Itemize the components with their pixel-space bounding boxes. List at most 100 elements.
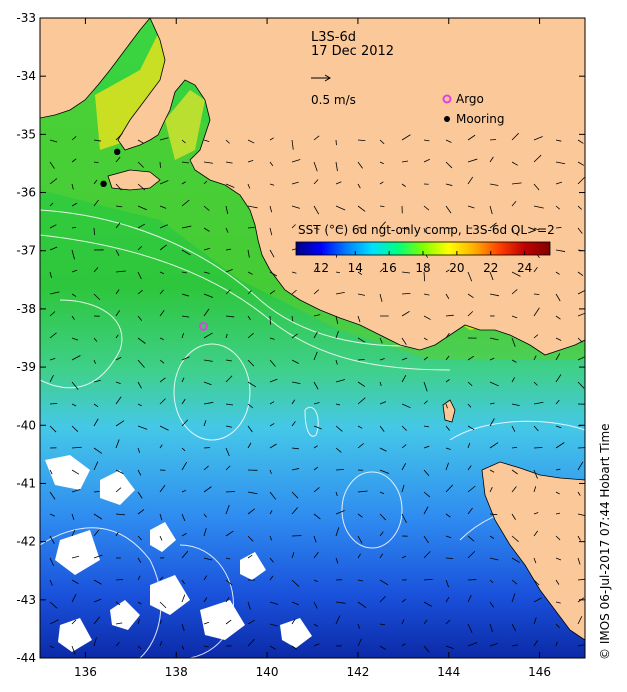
current-vector <box>313 314 321 317</box>
current-vector <box>357 397 366 405</box>
current-vector <box>181 623 185 631</box>
current-vector <box>291 552 295 559</box>
argo-float-marker[interactable] <box>199 321 208 331</box>
current-vector <box>423 445 430 449</box>
current-vector <box>291 315 294 322</box>
colorbar-title: SST (°C) 6d ngt-only comp, L3S-6d QL>=2 <box>298 223 555 237</box>
current-vector <box>93 359 96 364</box>
current-vector <box>203 271 210 274</box>
current-vector <box>291 139 294 150</box>
current-vector <box>357 601 367 609</box>
current-vector <box>115 334 119 339</box>
current-vector <box>423 227 426 233</box>
current-vector <box>445 596 450 603</box>
current-vector <box>467 158 478 163</box>
current-vector <box>247 332 254 339</box>
current-vector <box>93 179 98 185</box>
current-vector <box>115 356 122 361</box>
current-vector <box>423 356 429 361</box>
current-vector <box>291 601 300 606</box>
current-vector <box>137 535 142 541</box>
current-vector <box>379 579 389 586</box>
current-vector <box>269 535 273 541</box>
current-vector <box>203 139 210 142</box>
current-vector <box>269 161 274 167</box>
y-tick-label: -42 <box>16 535 36 549</box>
current-vector <box>225 359 232 362</box>
current-vector <box>181 225 192 229</box>
current-vector <box>159 224 168 229</box>
current-vector <box>379 181 384 185</box>
current-vector <box>269 378 278 383</box>
map-frame <box>39 17 586 659</box>
current-vector <box>379 553 384 559</box>
current-vector <box>511 579 518 585</box>
current-vector <box>225 227 229 233</box>
current-vector <box>533 425 539 432</box>
current-vector <box>71 226 77 229</box>
current-vector <box>401 463 407 471</box>
current-vector <box>357 443 364 449</box>
current-vector <box>401 484 405 493</box>
current-vector <box>445 183 453 186</box>
current-vector <box>225 530 234 537</box>
current-vector <box>247 508 255 515</box>
current-vector <box>357 271 362 275</box>
current-vector <box>379 425 385 432</box>
current-vector <box>159 535 163 541</box>
current-vector <box>467 442 471 449</box>
current-vector <box>225 619 232 625</box>
current-vector <box>71 202 78 207</box>
colorbar-tick-label: 16 <box>381 261 396 275</box>
current-vector <box>555 425 562 429</box>
current-vector <box>577 177 585 185</box>
current-vector <box>71 579 79 585</box>
current-vector <box>225 465 231 471</box>
current-vector <box>379 469 390 474</box>
current-vector <box>159 398 166 405</box>
current-vector <box>137 425 148 430</box>
current-vector <box>577 312 585 317</box>
current-vector <box>269 337 275 340</box>
current-vector <box>577 461 584 471</box>
current-vector <box>445 513 451 518</box>
current-vector <box>71 594 77 603</box>
current-vector <box>555 205 560 210</box>
current-vector <box>247 183 251 189</box>
current-vector <box>313 552 319 559</box>
current-vector <box>445 447 451 450</box>
current-vector <box>115 469 124 475</box>
current-vectors <box>49 132 585 655</box>
current-vector <box>335 447 342 453</box>
current-vector <box>335 491 338 497</box>
current-vector <box>49 202 54 207</box>
y-tick-label: -44 <box>16 651 36 665</box>
current-vector <box>401 311 410 317</box>
current-vector <box>247 249 250 258</box>
current-vector <box>577 289 585 295</box>
current-vector <box>225 403 234 406</box>
mooring-marker[interactable] <box>114 148 121 156</box>
current-vector <box>71 293 77 297</box>
current-vector <box>357 139 366 142</box>
current-vector <box>49 469 53 475</box>
current-vector <box>159 205 167 209</box>
current-vector <box>181 271 187 274</box>
current-vector <box>555 374 562 383</box>
current-vector <box>225 557 231 560</box>
current-vector <box>423 400 428 405</box>
mooring-marker[interactable] <box>100 180 107 188</box>
current-vector <box>533 267 538 273</box>
current-vector <box>357 337 366 343</box>
current-vector <box>577 616 583 625</box>
current-vector <box>137 315 143 321</box>
tasmania <box>481 461 585 641</box>
current-vector <box>49 425 57 433</box>
current-vector <box>401 375 407 383</box>
current-vector <box>577 356 585 361</box>
current-vector <box>203 465 209 471</box>
current-vector <box>49 291 60 295</box>
current-vector <box>489 557 499 561</box>
current-vector <box>379 267 385 273</box>
current-vector <box>71 488 81 493</box>
